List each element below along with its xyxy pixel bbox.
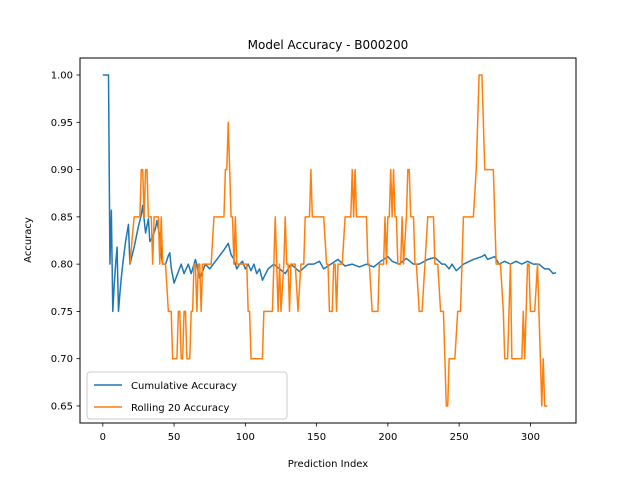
- axes-frame: [79, 57, 577, 424]
- x-tick-label: 250: [450, 432, 469, 443]
- legend-box: [86, 371, 288, 420]
- y-axis-ticks: 0.65 0.70 0.75 0.80 0.85 0.90 0.95 1.00: [51, 71, 80, 412]
- y-axis-label: Accuracy: [23, 217, 34, 263]
- x-tick-label: 0: [100, 432, 106, 443]
- legend-label-cumulative: Cumulative Accuracy: [131, 381, 237, 392]
- y-tick-label: 0.80: [51, 260, 73, 271]
- y-tick-label: 0.90: [51, 165, 73, 176]
- x-axis-label: Prediction Index: [288, 459, 368, 470]
- y-tick-label: 0.85: [51, 212, 73, 223]
- y-tick-label: 0.65: [51, 401, 73, 412]
- x-axis-ticks: 0 50 100 150 200 250 300: [100, 423, 540, 443]
- x-tick-label: 200: [378, 432, 397, 443]
- y-tick-label: 1.00: [51, 71, 73, 82]
- x-tick-label: 50: [168, 432, 181, 443]
- legend: Cumulative Accuracy Rolling 20 Accuracy: [86, 371, 288, 420]
- series-line-1: [129, 74, 548, 407]
- x-tick-label: 150: [307, 432, 326, 443]
- legend-label-rolling: Rolling 20 Accuracy: [131, 403, 229, 414]
- y-tick-label: 0.75: [51, 307, 73, 318]
- x-tick-label: 100: [236, 432, 255, 443]
- chart-title: Model Accuracy - B000200: [248, 38, 409, 52]
- y-tick-label: 0.70: [51, 354, 73, 365]
- x-tick-label: 300: [521, 432, 540, 443]
- plot-area: [102, 74, 557, 407]
- y-tick-label: 0.95: [51, 118, 73, 129]
